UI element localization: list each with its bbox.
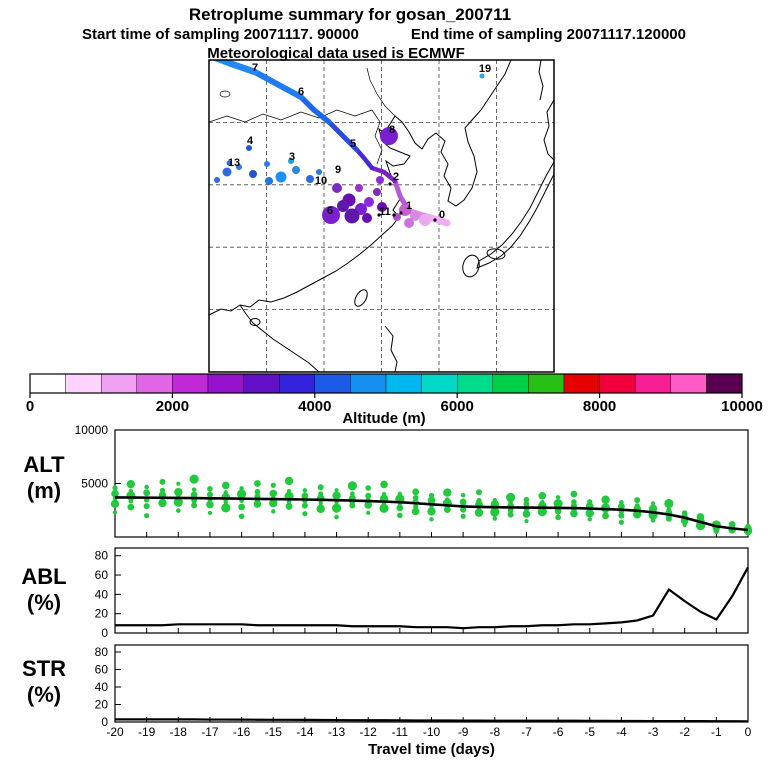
cluster-centroid-dots <box>214 73 485 228</box>
svg-text:-17: -17 <box>201 725 219 739</box>
altitude-colorbar: 0 2000 4000 6000 8000 10000 <box>26 373 763 415</box>
svg-text:0: 0 <box>26 398 34 415</box>
met-data-line: Meteorological data used is ECMWF <box>207 45 465 62</box>
str-axis-name: STR <box>22 656 66 681</box>
svg-text:13: 13 <box>228 157 240 169</box>
svg-text:0: 0 <box>101 626 108 640</box>
sampling-start-time: Start time of sampling 20071117. 90000 <box>82 26 359 43</box>
svg-text:-5: -5 <box>584 725 595 739</box>
sampling-end-time: End time of sampling 20071117.120000 <box>410 26 686 43</box>
sampling-times: Start time of sampling 20071117. 90000 E… <box>0 26 768 43</box>
svg-text:-20: -20 <box>106 725 124 739</box>
island-luzon <box>384 325 398 372</box>
svg-text:-10: -10 <box>423 725 441 739</box>
lake <box>219 90 231 98</box>
coastline-northeast <box>543 99 554 161</box>
svg-text:80: 80 <box>95 549 109 563</box>
svg-text:5: 5 <box>350 138 356 150</box>
svg-text:-1: -1 <box>711 725 722 739</box>
svg-text:10000: 10000 <box>75 423 109 437</box>
svg-text:10000: 10000 <box>721 398 763 415</box>
svg-text:4000: 4000 <box>298 398 331 415</box>
svg-text:80: 80 <box>95 645 109 659</box>
svg-text:2000: 2000 <box>156 398 189 415</box>
svg-text:-6: -6 <box>553 725 564 739</box>
svg-text:19: 19 <box>479 63 491 75</box>
island-honshu <box>476 160 554 269</box>
svg-text:-18: -18 <box>170 725 188 739</box>
svg-text:0: 0 <box>101 715 108 729</box>
figure-title: Retroplume summary for gosan_200711 <box>188 5 512 24</box>
svg-text:-13: -13 <box>328 725 346 739</box>
svg-text:-11: -11 <box>392 725 409 739</box>
svg-text:-3: -3 <box>648 725 659 739</box>
svg-text:-4: -4 <box>616 725 627 739</box>
border-russia <box>366 67 396 117</box>
svg-text:-9: -9 <box>458 725 469 739</box>
svg-text:5000: 5000 <box>81 477 108 491</box>
svg-text:0: 0 <box>745 725 752 739</box>
str-axis-unit: (%) <box>26 682 62 707</box>
island-kyushu <box>462 254 480 278</box>
alt-axis-unit: (m) <box>26 478 62 503</box>
svg-text:6000: 6000 <box>441 398 474 415</box>
abl-axis-unit: (%) <box>26 590 62 615</box>
border-northeast-china <box>371 109 383 165</box>
island-taiwan <box>354 289 368 307</box>
svg-text:20: 20 <box>95 607 109 621</box>
svg-text:9: 9 <box>335 164 341 176</box>
svg-text:10: 10 <box>315 175 327 187</box>
svg-text:0: 0 <box>439 209 445 221</box>
svg-text:6: 6 <box>327 205 333 217</box>
abl-axis-name: ABL <box>21 564 67 589</box>
abl-axis-label: ABL (%) <box>8 564 80 616</box>
svg-text:40: 40 <box>95 680 109 694</box>
svg-text:-19: -19 <box>138 725 156 739</box>
svg-text:-2: -2 <box>679 725 690 739</box>
svg-text:2: 2 <box>393 171 399 183</box>
svg-text:-8: -8 <box>489 725 500 739</box>
xaxis-title: Travel time (days) <box>368 741 495 758</box>
svg-text:20: 20 <box>95 698 109 712</box>
island-sakhalin <box>538 60 544 101</box>
svg-text:8: 8 <box>389 124 395 136</box>
map-frame <box>208 59 555 373</box>
svg-text:3: 3 <box>289 151 295 163</box>
svg-text:60: 60 <box>95 568 109 582</box>
svg-text:-16: -16 <box>233 725 251 739</box>
svg-text:8000: 8000 <box>583 398 616 415</box>
colorbar-caption: Altitude (m) <box>342 410 426 427</box>
island-hainan <box>249 318 261 326</box>
border-mongolia <box>209 109 373 123</box>
svg-text:4: 4 <box>247 135 254 147</box>
coastline-south <box>239 304 320 372</box>
svg-text:7: 7 <box>252 62 258 74</box>
svg-text:6: 6 <box>298 86 304 98</box>
svg-text:-12: -12 <box>360 725 378 739</box>
alt-axis-label: ALT (m) <box>8 452 80 504</box>
svg-text:-15: -15 <box>265 725 283 739</box>
str-axis-label: STR (%) <box>8 656 80 708</box>
svg-text:11: 11 <box>379 206 391 218</box>
svg-text:-7: -7 <box>521 725 532 739</box>
svg-text:40: 40 <box>95 587 109 601</box>
alt-axis-name: ALT <box>23 452 65 477</box>
svg-text:60: 60 <box>95 663 109 677</box>
svg-text:1: 1 <box>406 200 412 212</box>
svg-text:-14: -14 <box>296 725 314 739</box>
